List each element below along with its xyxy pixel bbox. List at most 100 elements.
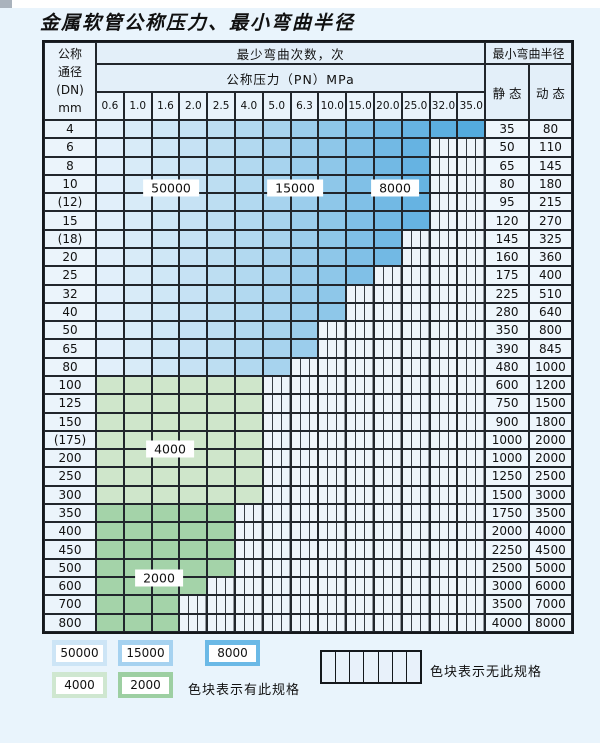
spec-cell: [318, 229, 347, 248]
spec-cell: [234, 339, 263, 358]
no-spec-cell: [318, 375, 347, 395]
header-dynamic: 动 态: [528, 64, 572, 120]
spec-cell: [207, 193, 235, 212]
spec-cell: [123, 193, 152, 212]
spec-cell: [346, 266, 374, 285]
spec-cell: [96, 138, 124, 157]
spec-cell: [234, 247, 263, 267]
no-spec-cell: [373, 302, 402, 322]
scan-corner-artifact: [0, 0, 12, 8]
no-spec-cell: [373, 522, 402, 541]
no-spec-cell: [457, 558, 486, 578]
no-spec-cell: [457, 284, 486, 303]
no-spec-cell: [262, 540, 291, 559]
spec-cell: [290, 247, 319, 267]
no-spec-cell: [457, 595, 486, 614]
static-radius-value: 2000: [485, 522, 529, 541]
pressure-col-header: 15.0: [346, 92, 374, 120]
spec-cell: [290, 229, 319, 248]
row-dn-label: 10: [44, 174, 96, 194]
no-spec-cell: [429, 503, 458, 523]
no-spec-cell: [373, 357, 402, 376]
static-radius-value: 225: [485, 284, 529, 303]
spec-cell: [179, 247, 208, 267]
no-spec-cell: [401, 503, 430, 523]
spec-cell: [179, 138, 208, 157]
spec-cell: [151, 339, 180, 358]
no-spec-cell: [457, 394, 486, 413]
no-spec-cell: [318, 485, 347, 504]
no-spec-cell: [373, 595, 402, 614]
legend-label-15000: 15000: [122, 644, 169, 662]
spec-cell: [401, 120, 430, 139]
no-spec-cell: [457, 266, 486, 285]
spec-cell: [234, 302, 263, 322]
spec-cell: [151, 120, 180, 139]
pressure-col-header: 0.6: [96, 92, 124, 120]
spec-cell: [123, 540, 152, 559]
no-spec-cell: [346, 522, 374, 541]
spec-cell: [123, 339, 152, 358]
spec-cell: [262, 357, 291, 376]
spec-cell: [151, 266, 180, 285]
static-radius-value: 1000: [485, 449, 529, 468]
no-spec-cell: [457, 229, 486, 248]
no-spec-cell: [429, 247, 458, 267]
no-spec-cell: [262, 394, 291, 413]
row-dn-label: 700: [44, 595, 96, 614]
static-radius-value: 480: [485, 357, 529, 376]
spec-cell: [96, 174, 124, 194]
spec-cell: [179, 522, 208, 541]
spec-cell: [207, 284, 235, 303]
spec-cell: [96, 156, 124, 175]
no-spec-cell: [373, 375, 402, 395]
static-radius-value: 3500: [485, 595, 529, 614]
spec-cell: [207, 247, 235, 267]
dynamic-radius-value: 4500: [528, 540, 572, 559]
no-spec-cell: [290, 375, 319, 395]
spec-cell: [96, 577, 124, 596]
no-spec-cell: [290, 449, 319, 468]
no-spec-cell: [290, 522, 319, 541]
dynamic-radius-value: 110: [528, 138, 572, 157]
spec-cell: [151, 156, 180, 175]
header-dn: 公称 通径 (DN) mm: [44, 42, 96, 120]
spec-cell: [179, 503, 208, 523]
no-spec-cell: [373, 339, 402, 358]
row-dn-label: 8: [44, 156, 96, 175]
no-spec-cell: [401, 540, 430, 559]
spec-cell: [373, 138, 402, 157]
static-radius-value: 120: [485, 211, 529, 230]
no-spec-cell: [373, 503, 402, 523]
no-spec-cell: [457, 357, 486, 376]
dynamic-radius-value: 270: [528, 211, 572, 230]
cycles-zone-label: 8000: [371, 179, 419, 197]
spec-cell: [262, 138, 291, 157]
no-spec-cell: [401, 412, 430, 431]
no-spec-cell: [346, 503, 374, 523]
legend-label-2000: 2000: [122, 676, 169, 694]
spec-cell: [207, 174, 235, 194]
header-static: 静 态: [485, 64, 529, 120]
spec-cell: [151, 394, 180, 413]
spec-cell: [207, 540, 235, 559]
no-spec-cell: [290, 412, 319, 431]
no-spec-cell: [429, 558, 458, 578]
spec-cell: [234, 467, 263, 486]
spec-cell: [207, 211, 235, 230]
spec-cell: [318, 211, 347, 230]
header-dn-line: (DN): [56, 83, 84, 97]
pressure-col-header: 1.6: [151, 92, 180, 120]
spec-cell: [346, 174, 374, 194]
spec-cell: [151, 613, 180, 632]
no-spec-cell: [346, 558, 374, 578]
no-spec-cell: [290, 558, 319, 578]
static-radius-value: 35: [485, 120, 529, 139]
spec-cell: [234, 449, 263, 468]
spec-cell: [290, 156, 319, 175]
no-spec-cell: [262, 577, 291, 596]
spec-cell: [318, 266, 347, 285]
spec-cell: [123, 375, 152, 395]
no-spec-cell: [346, 613, 374, 632]
dynamic-radius-value: 2000: [528, 430, 572, 450]
